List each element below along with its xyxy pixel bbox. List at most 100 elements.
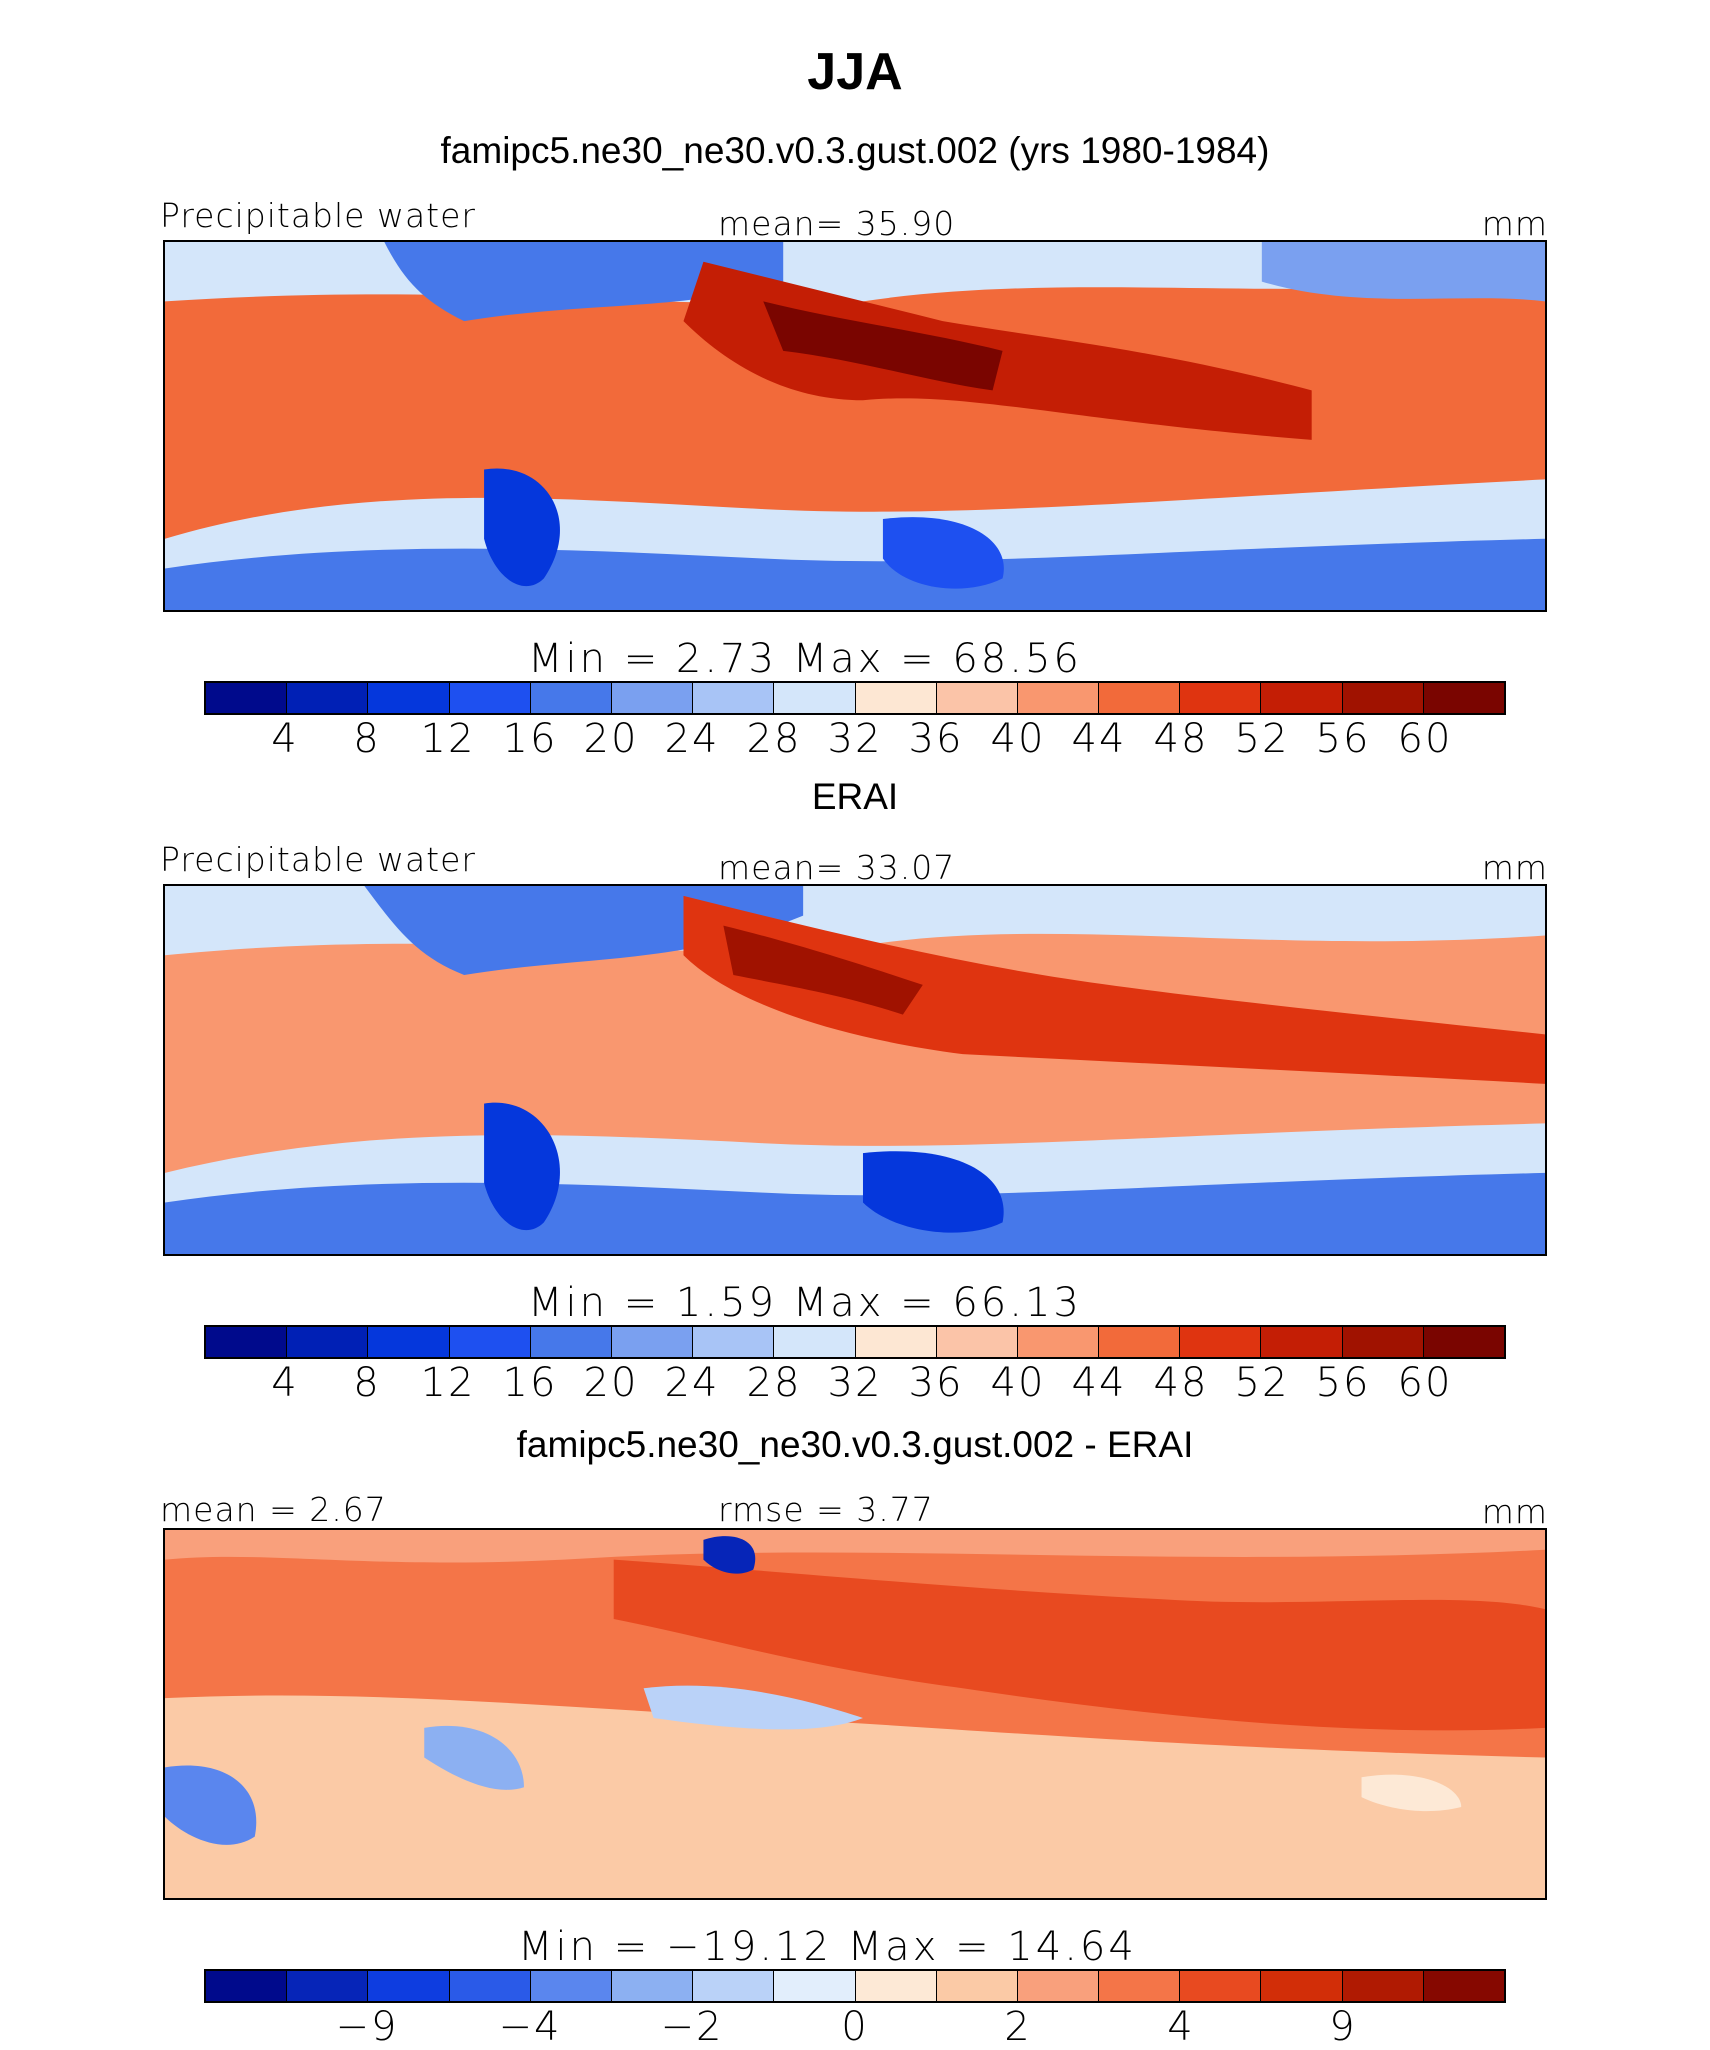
colorbar-swatch (936, 683, 1018, 713)
colorbar-swatch (774, 683, 856, 713)
colorbar-swatch (1261, 1327, 1343, 1357)
colorbar-swatch (1342, 1327, 1424, 1357)
colorbar-swatch (855, 683, 937, 713)
figure-title: JJA (807, 43, 903, 101)
panel1-title: famipc5.ne30_ne30.v0.3.gust.002 (yrs 198… (440, 130, 1270, 171)
colorbar-tick: 40 (990, 716, 1046, 762)
colorbar-tick: 24 (664, 716, 720, 762)
panel3-units-label: mm (1481, 1492, 1548, 1531)
panel1-units-label: mm (1481, 204, 1548, 243)
colorbar-tick: 48 (1153, 716, 1209, 762)
colorbar-swatch (530, 1327, 612, 1357)
colorbar-tick: 32 (827, 1360, 883, 1406)
colorbar-tick: 28 (746, 1360, 802, 1406)
colorbar-tick: 48 (1153, 1360, 1209, 1406)
panel2-mean-label: mean= 33.07 (718, 848, 956, 887)
colorbar-swatch (1180, 1327, 1262, 1357)
panel2-units-label: mm (1481, 848, 1548, 887)
colorbar-swatch (1180, 683, 1262, 713)
colorbar-tick: 16 (502, 1360, 558, 1406)
colorbar-swatch (530, 683, 612, 713)
colorbar-swatch (206, 1327, 288, 1357)
colorbar-tick: 36 (908, 1360, 964, 1406)
colorbar-tick: 60 (1397, 1360, 1453, 1406)
panel2-colorbar (204, 1325, 1506, 1359)
colorbar-swatch (449, 1327, 531, 1357)
colorbar-tick: 4 (271, 716, 299, 762)
colorbar-swatch (530, 1971, 612, 2001)
colorbar-tick: 4 (271, 1360, 299, 1406)
colorbar-swatch (693, 1971, 775, 2001)
colorbar-swatch (1342, 683, 1424, 713)
colorbar-swatch (1099, 683, 1181, 713)
colorbar-tick: 44 (1071, 716, 1127, 762)
colorbar-tick: 20 (583, 1360, 639, 1406)
colorbar-swatch (1423, 1327, 1504, 1357)
panel3-mean-label: mean = 2.67 (160, 1490, 387, 1529)
panel2-colorbar-ticks: 4 8 12 16 20 24 28 32 36 40 44 48 52 56 … (204, 1360, 1506, 1406)
colorbar-tick: 40 (990, 1360, 1046, 1406)
colorbar-swatch (1180, 1971, 1262, 2001)
colorbar-swatch (1261, 683, 1343, 713)
colorbar-swatch (287, 1971, 369, 2001)
colorbar-swatch (1261, 1971, 1343, 2001)
colorbar-tick: 56 (1315, 716, 1371, 762)
colorbar-swatch (287, 683, 369, 713)
colorbar-tick: 36 (908, 716, 964, 762)
colorbar-tick: −9 (335, 2004, 399, 2050)
colorbar-tick: 0 (841, 2004, 869, 2050)
colorbar-tick: 8 (353, 716, 381, 762)
panel2-minmax: Min = 1.59 Max = 66.13 (528, 1280, 1082, 1326)
colorbar-tick: −2 (660, 2004, 724, 2050)
colorbar-swatch (368, 1327, 450, 1357)
colorbar-swatch (855, 1327, 937, 1357)
colorbar-swatch (936, 1971, 1018, 2001)
panel3-colorbar (204, 1969, 1506, 2003)
colorbar-swatch (936, 1327, 1018, 1357)
panel2-map (163, 884, 1547, 1256)
panel1-variable-label: Precipitable water (160, 196, 476, 235)
panel2-variable-label: Precipitable water (160, 840, 476, 879)
colorbar-tick: 52 (1234, 716, 1290, 762)
colorbar-swatch (206, 1971, 288, 2001)
colorbar-tick: 2 (1004, 2004, 1032, 2050)
colorbar-tick: 12 (420, 1360, 476, 1406)
colorbar-tick: 44 (1071, 1360, 1127, 1406)
colorbar-tick: 12 (420, 716, 476, 762)
colorbar-swatch (611, 1971, 694, 2001)
colorbar-tick: 56 (1315, 1360, 1371, 1406)
panel3-rmse-label: rmse = 3.77 (718, 1490, 934, 1529)
panel3-minmax: Min = −19.12 Max = 14.64 (518, 1924, 1137, 1970)
colorbar-swatch (855, 1971, 937, 2001)
colorbar-swatch (449, 683, 531, 713)
colorbar-swatch (1423, 1971, 1504, 2001)
colorbar-swatch (1342, 1971, 1424, 2001)
colorbar-swatch (611, 1327, 694, 1357)
colorbar-swatch (693, 683, 775, 713)
colorbar-swatch (611, 683, 694, 713)
colorbar-swatch (287, 1327, 369, 1357)
colorbar-swatch (1099, 1971, 1181, 2001)
panel3-title: famipc5.ne30_ne30.v0.3.gust.002 - ERAI (516, 1424, 1194, 1465)
colorbar-swatch (449, 1971, 531, 2001)
colorbar-swatch (368, 683, 450, 713)
colorbar-tick: 24 (664, 1360, 720, 1406)
colorbar-swatch (368, 1971, 450, 2001)
colorbar-swatch (1423, 683, 1504, 713)
colorbar-swatch (774, 1327, 856, 1357)
panel2-title: ERAI (811, 776, 899, 817)
colorbar-swatch (1017, 1971, 1100, 2001)
colorbar-swatch (1099, 1327, 1181, 1357)
colorbar-tick: 20 (583, 716, 639, 762)
colorbar-swatch (1017, 1327, 1100, 1357)
colorbar-tick: 32 (827, 716, 883, 762)
colorbar-tick: 60 (1397, 716, 1453, 762)
colorbar-swatch (693, 1327, 775, 1357)
colorbar-tick: −4 (498, 2004, 562, 2050)
colorbar-tick: 28 (746, 716, 802, 762)
colorbar-tick: 9 (1329, 2004, 1357, 2050)
colorbar-swatch (206, 683, 288, 713)
panel1-colorbar-ticks: 4 8 12 16 20 24 28 32 36 40 44 48 52 56 … (204, 716, 1506, 762)
panel3-colorbar-ticks: −9 −4 −2 0 2 4 9 (204, 2004, 1506, 2050)
colorbar-tick: 52 (1234, 1360, 1290, 1406)
